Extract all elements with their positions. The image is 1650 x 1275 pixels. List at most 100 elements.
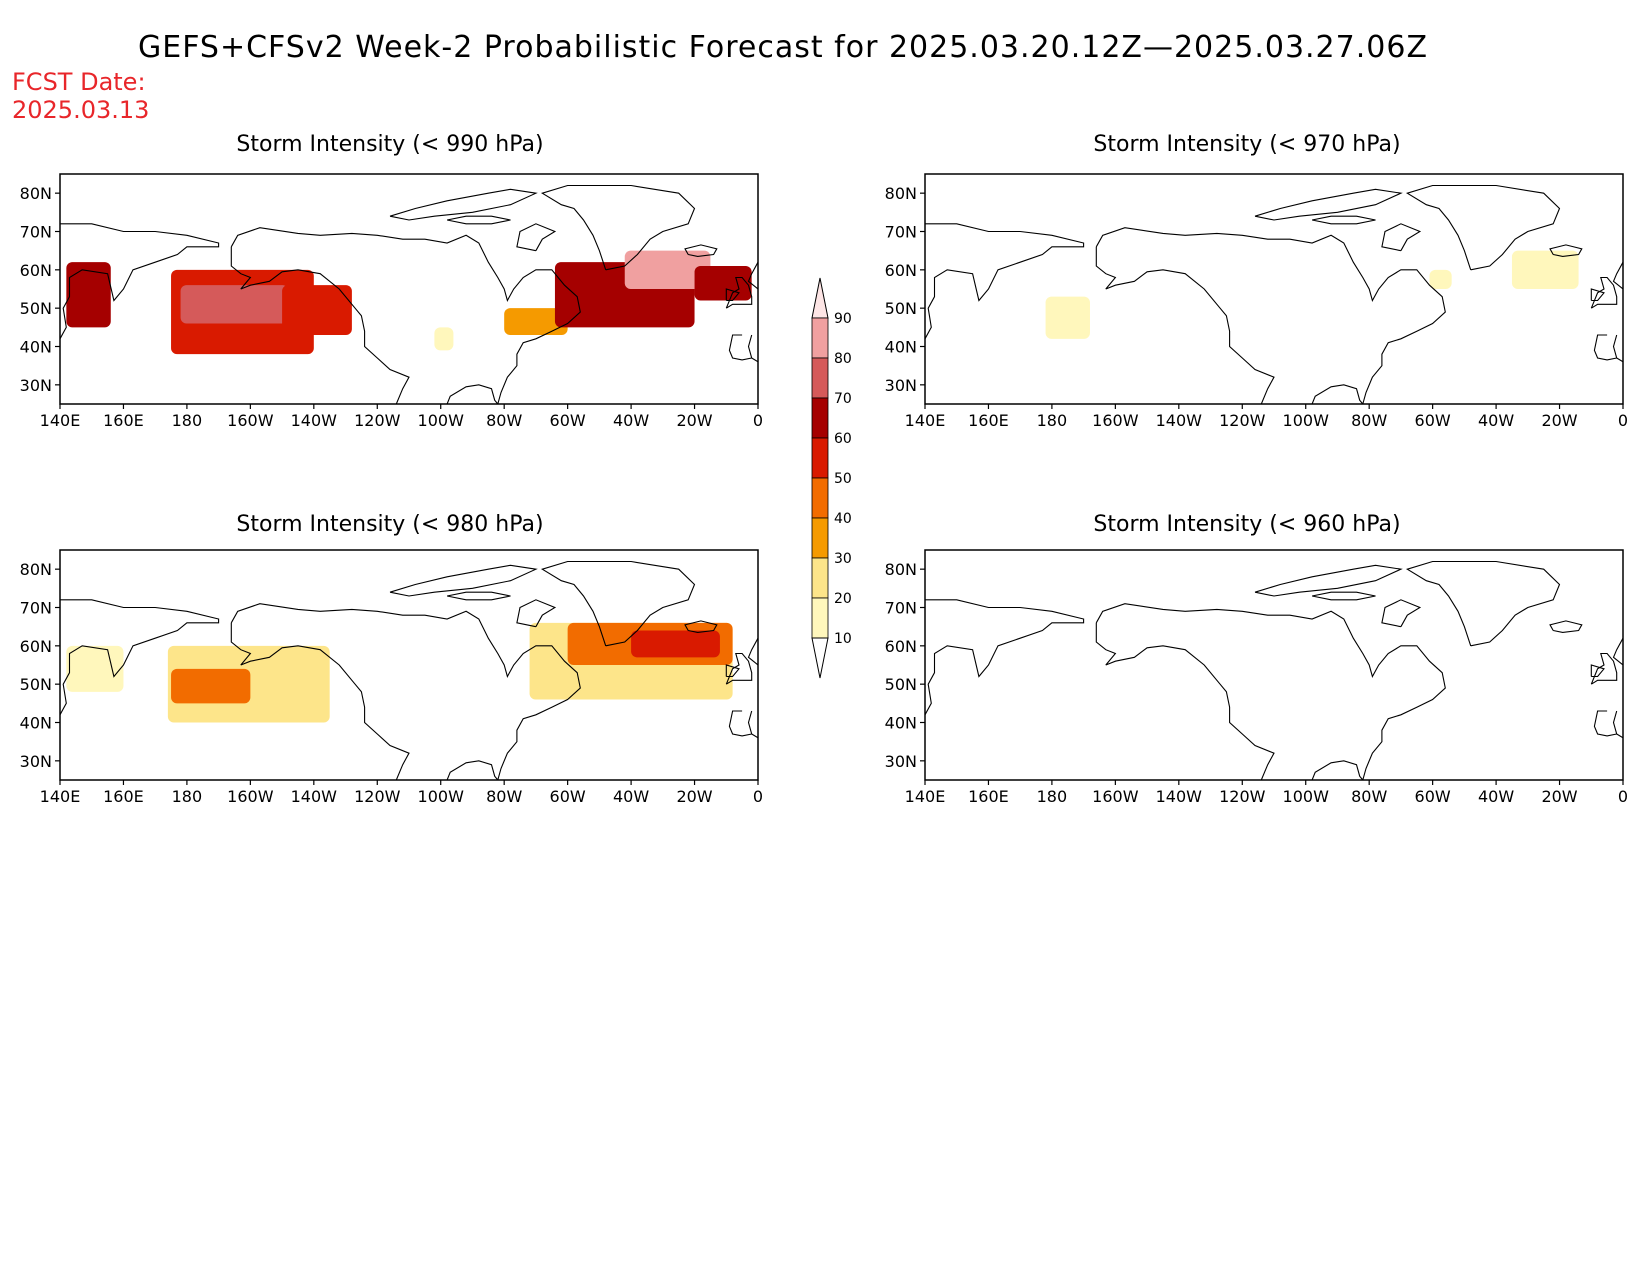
lon-tick-label: 180 xyxy=(1037,411,1068,430)
colorbar-label: 50 xyxy=(834,471,852,487)
colorbar-label: 70 xyxy=(834,391,852,407)
lon-tick-label: 20W xyxy=(1541,787,1577,806)
lon-tick-label: 160W xyxy=(227,411,274,430)
lon-tick-label: 120W xyxy=(354,411,401,430)
lat-tick-label: 30N xyxy=(885,376,917,395)
colorbar-segment xyxy=(811,437,829,479)
lat-tick-label: 40N xyxy=(20,714,52,733)
probability-cell xyxy=(434,327,454,351)
lat-tick-label: 70N xyxy=(885,223,917,242)
lon-tick-label: 40W xyxy=(1478,411,1514,430)
colorbar-max-triangle xyxy=(811,277,829,319)
probability-cell xyxy=(180,285,289,324)
forecast-date-value: 2025.03.13 xyxy=(12,96,150,124)
coastline xyxy=(1590,288,1605,302)
coastline xyxy=(1590,652,1618,685)
colorbar-label: 30 xyxy=(834,551,852,567)
colorbar-label: 40 xyxy=(834,511,852,527)
lon-tick-label: 140W xyxy=(291,411,338,430)
coastline xyxy=(747,261,758,290)
lat-tick-label: 30N xyxy=(20,376,52,395)
coastline xyxy=(1095,603,1446,780)
coastline xyxy=(1254,188,1403,221)
lat-tick-label: 40N xyxy=(885,714,917,733)
panel-title-970: Storm Intensity (< 970 hPa) xyxy=(1093,132,1401,157)
coastline xyxy=(684,244,718,257)
lon-tick-label: 0 xyxy=(753,411,763,430)
coastline xyxy=(389,188,538,221)
lon-tick-label: 160E xyxy=(968,411,1009,430)
lon-tick-label: 160W xyxy=(1092,411,1139,430)
forecast-date-caption: FCST Date: xyxy=(12,68,146,96)
lat-tick-label: 40N xyxy=(885,338,917,357)
coastline xyxy=(1612,637,1623,666)
colorbar-segment xyxy=(811,317,829,359)
colorbar-segment xyxy=(811,357,829,399)
lon-tick-label: 40W xyxy=(1478,787,1514,806)
colorbar-label: 20 xyxy=(834,591,852,607)
colorbar-min-triangle xyxy=(811,637,829,679)
lon-tick-label: 60W xyxy=(550,411,586,430)
colorbar-label: 10 xyxy=(834,631,852,647)
lon-tick-label: 180 xyxy=(172,787,203,806)
lon-tick-label: 100W xyxy=(1283,787,1330,806)
coastline xyxy=(684,620,718,633)
panel-990: 80N 70N 60N 50N 40N 30N 140E 160E 180 160W 140W 120… xyxy=(20,173,763,430)
main-title: GEFS+CFSv2 Week-2 Probabilistic Forecast… xyxy=(138,30,1428,65)
map-frame xyxy=(59,549,759,781)
coastline xyxy=(1095,227,1446,404)
lon-tick-label: 140W xyxy=(1156,411,1203,430)
probability-cell xyxy=(1045,296,1090,339)
lon-tick-label: 140E xyxy=(905,411,946,430)
probability-cell xyxy=(631,630,720,658)
lon-tick-label: 140E xyxy=(905,787,946,806)
lon-tick-label: 80W xyxy=(1351,411,1387,430)
colorbar-segment xyxy=(811,557,829,599)
lat-tick-label: 30N xyxy=(885,752,917,771)
lon-tick-label: 20W xyxy=(676,411,712,430)
lon-tick-label: 60W xyxy=(1415,411,1451,430)
coastline xyxy=(446,591,511,601)
lon-tick-label: 140E xyxy=(40,787,81,806)
lon-tick-label: 80W xyxy=(486,411,522,430)
coastline xyxy=(1590,276,1618,309)
probability-cell xyxy=(624,250,711,289)
lon-tick-label: 160W xyxy=(1092,787,1139,806)
lon-tick-label: 120W xyxy=(1219,787,1266,806)
coastline xyxy=(725,288,740,302)
colorbar-segment xyxy=(811,517,829,559)
probability-cell xyxy=(1511,250,1579,289)
colorbar: 10 20 30 40 50 60 70 80 90 xyxy=(811,277,852,679)
coastline xyxy=(540,184,696,271)
lon-tick-label: 160E xyxy=(103,411,144,430)
coastline xyxy=(725,664,740,678)
lat-tick-label: 60N xyxy=(20,637,52,656)
coastline xyxy=(230,603,581,780)
lon-tick-label: 40W xyxy=(613,411,649,430)
coastline xyxy=(1593,334,1617,361)
coastline xyxy=(725,276,753,309)
map-frame xyxy=(924,549,1624,781)
coastline xyxy=(1095,622,1275,780)
coastline xyxy=(540,560,696,647)
coastline xyxy=(516,223,557,252)
coastline xyxy=(1549,244,1583,257)
coastline xyxy=(1549,620,1583,633)
coastline xyxy=(925,223,1085,340)
lon-tick-label: 140E xyxy=(40,411,81,430)
map-frame xyxy=(924,173,1624,405)
lon-tick-label: 60W xyxy=(550,787,586,806)
lon-tick-label: 20W xyxy=(676,787,712,806)
lon-tick-label: 80W xyxy=(486,787,522,806)
coastline xyxy=(747,710,758,739)
lat-tick-label: 70N xyxy=(885,599,917,618)
lon-tick-label: 100W xyxy=(418,411,465,430)
probability-cell xyxy=(504,308,568,335)
panel-title-960: Storm Intensity (< 960 hPa) xyxy=(1093,512,1401,537)
coastline xyxy=(1311,215,1376,225)
lat-tick-label: 80N xyxy=(20,184,52,203)
map-frame xyxy=(59,173,759,405)
forecast-date-label: FCST Date: 2025.03.13 xyxy=(12,68,149,124)
coastline xyxy=(1405,184,1561,271)
coastline xyxy=(1095,246,1275,404)
